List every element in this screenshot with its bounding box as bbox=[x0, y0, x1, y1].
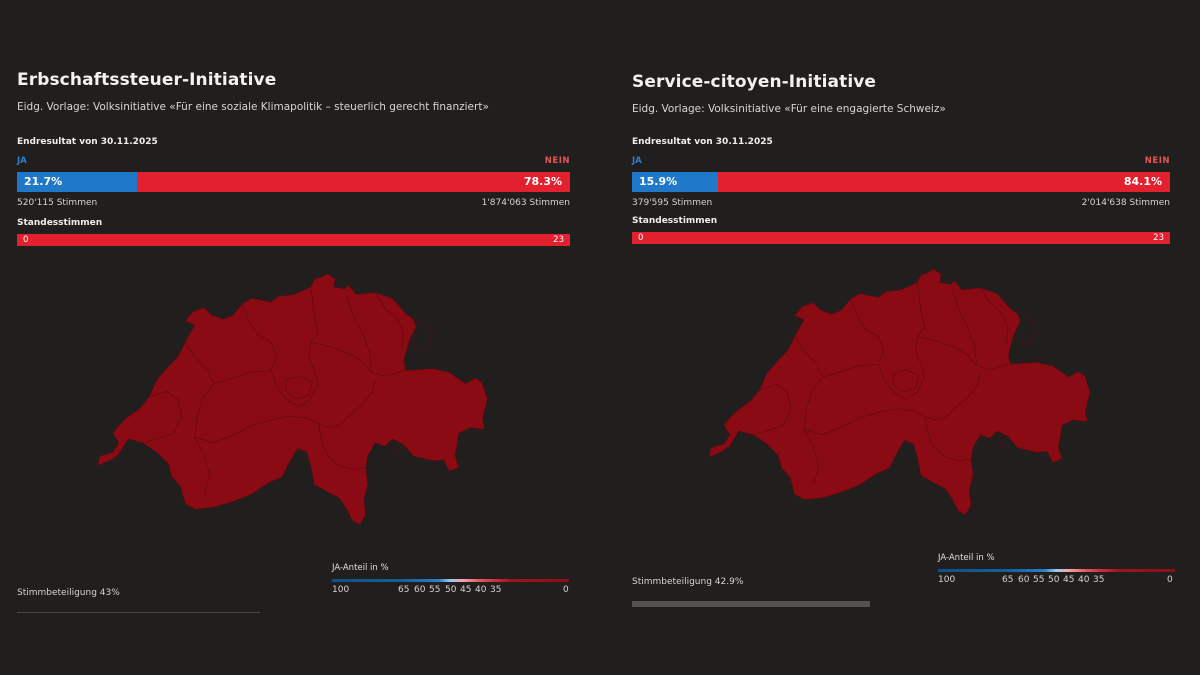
legend-tick: 65 bbox=[398, 585, 410, 595]
ja-percent: 21.7% bbox=[24, 175, 63, 188]
standesstimmen-label: Standesstimmen bbox=[17, 218, 103, 228]
nein-label: NEIN bbox=[1144, 156, 1170, 166]
legend-gradient bbox=[332, 579, 569, 582]
turnout-label: Stimmbeteiligung 43% bbox=[17, 588, 120, 598]
ja-percent: 15.9% bbox=[639, 175, 678, 188]
switzerland-map[interactable] bbox=[700, 262, 1103, 522]
legend-tick: 45 bbox=[1063, 575, 1075, 585]
standesstimmen-nein: 23 bbox=[553, 235, 564, 245]
panel-service-citoyen: Service-citoyen-Initiative Eidg. Vorlage… bbox=[632, 0, 1175, 675]
legend-tick: 55 bbox=[1033, 575, 1045, 585]
standesstimmen-nein: 23 bbox=[1153, 233, 1164, 243]
legend-tick: 45 bbox=[460, 585, 472, 595]
nein-percent: 78.3% bbox=[523, 175, 562, 188]
turnout-label: Stimmbeteiligung 42.9% bbox=[632, 577, 744, 587]
nein-percent: 84.1% bbox=[1123, 175, 1162, 188]
legend-tick: 0 bbox=[563, 585, 569, 595]
standesstimmen-ja: 0 bbox=[638, 233, 644, 243]
legend-gradient bbox=[938, 569, 1175, 572]
turnout-bar bbox=[17, 612, 260, 613]
canton-shapes bbox=[97, 273, 488, 525]
panel-subtitle: Eidg. Vorlage: Volksinitiative «Für eine… bbox=[632, 103, 946, 115]
legend-ticks: 100 65 60 55 50 45 40 35 0 bbox=[332, 585, 569, 599]
legend-tick: 100 bbox=[332, 585, 350, 595]
legend-tick: 55 bbox=[429, 585, 441, 595]
map-outline bbox=[97, 273, 488, 525]
ja-label: JA bbox=[17, 156, 27, 166]
legend-tick: 50 bbox=[445, 585, 457, 595]
legend-tick: 65 bbox=[1002, 575, 1014, 585]
ja-votes: 379'595 Stimmen bbox=[632, 198, 713, 208]
legend-tick: 60 bbox=[414, 585, 426, 595]
legend-tick: 35 bbox=[1093, 575, 1105, 585]
result-date-label: Endresultat von 30.11.2025 bbox=[632, 137, 773, 147]
panel-subtitle: Eidg. Vorlage: Volksinitiative «Für eine… bbox=[17, 101, 489, 113]
legend-tick: 40 bbox=[1078, 575, 1090, 585]
legend-tick: 100 bbox=[938, 575, 956, 585]
nein-votes: 1'874'063 Stimmen bbox=[481, 198, 570, 208]
panel-title: Erbschaftssteuer-Initiative bbox=[17, 70, 277, 90]
legend-title: JA-Anteil in % bbox=[332, 563, 389, 573]
panel-erbschaftssteuer: Erbschaftssteuer-Initiative Eidg. Vorlag… bbox=[17, 0, 570, 675]
ja-segment: 21.7% bbox=[17, 172, 137, 192]
legend-tick: 40 bbox=[475, 585, 487, 595]
nein-votes: 2'014'638 Stimmen bbox=[1081, 198, 1170, 208]
ja-segment: 15.9% bbox=[632, 172, 718, 192]
legend-title: JA-Anteil in % bbox=[938, 553, 995, 563]
legend-tick: 35 bbox=[490, 585, 502, 595]
standesstimmen-bar: 0 23 bbox=[632, 232, 1170, 244]
vote-result-bar: 15.9% 84.1% bbox=[632, 172, 1170, 192]
canton-shapes bbox=[708, 269, 1091, 515]
standesstimmen-ja: 0 bbox=[23, 235, 29, 245]
legend-ticks: 100 65 60 55 50 45 40 35 0 bbox=[938, 575, 1175, 589]
ja-label: JA bbox=[632, 156, 642, 166]
legend-tick: 50 bbox=[1048, 575, 1060, 585]
ja-votes: 520'115 Stimmen bbox=[17, 198, 98, 208]
color-legend: JA-Anteil in % 100 65 60 55 50 45 40 35 … bbox=[332, 563, 569, 599]
result-date-label: Endresultat von 30.11.2025 bbox=[17, 137, 158, 147]
panel-title: Service-citoyen-Initiative bbox=[632, 72, 877, 92]
legend-tick: 0 bbox=[1167, 575, 1173, 585]
legend-tick: 60 bbox=[1018, 575, 1030, 585]
standesstimmen-label: Standesstimmen bbox=[632, 216, 718, 226]
turnout-scrollbar[interactable] bbox=[632, 601, 870, 607]
nein-label: NEIN bbox=[544, 156, 570, 166]
standesstimmen-bar: 0 23 bbox=[17, 234, 570, 246]
switzerland-map[interactable] bbox=[88, 266, 501, 532]
vote-result-bar: 21.7% 78.3% bbox=[17, 172, 570, 192]
color-legend: JA-Anteil in % 100 65 60 55 50 45 40 35 … bbox=[938, 553, 1175, 589]
